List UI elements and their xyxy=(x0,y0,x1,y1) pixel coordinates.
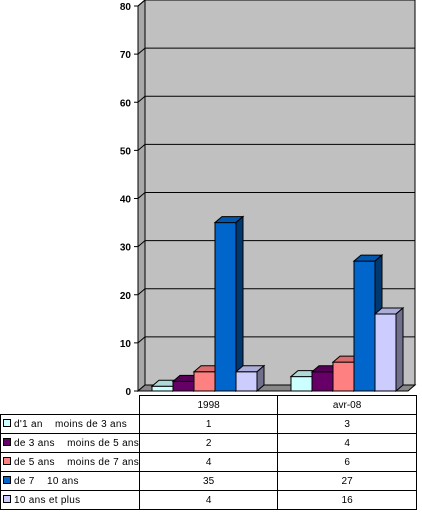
bar xyxy=(373,306,405,393)
legend-swatch-icon xyxy=(3,475,11,484)
gridline xyxy=(137,95,415,103)
table-corner xyxy=(0,395,141,415)
gridline xyxy=(137,0,415,7)
bar-side xyxy=(235,215,244,393)
series-label: d'1 an moins de 3 ans xyxy=(14,418,128,430)
gridline xyxy=(137,240,415,248)
bar-front xyxy=(374,313,397,392)
bar-side xyxy=(395,306,404,393)
gridline xyxy=(137,143,415,151)
gridline xyxy=(137,288,415,296)
table-cell: 4 xyxy=(139,490,279,510)
y-tick-label: 60 xyxy=(120,98,132,109)
table-header-row: 1998 avr-08 xyxy=(0,395,418,415)
y-axis: 0 10 20 30 40 50 60 70 80 xyxy=(120,2,139,395)
bar-side xyxy=(256,364,265,393)
table-cell: 3 xyxy=(277,414,418,434)
category-label: 1998 xyxy=(139,395,279,415)
data-table: 1998 avr-08 d'1 an moins de 3 ans 1 3 de… xyxy=(0,395,418,510)
bar-front xyxy=(172,380,195,392)
table-cell: 35 xyxy=(139,471,279,491)
bar-front xyxy=(353,260,376,392)
table-cell: 2 xyxy=(139,433,279,453)
legend-entry: de 7 10 ans xyxy=(0,471,141,491)
gridline xyxy=(137,336,415,344)
legend-swatch-icon xyxy=(3,494,11,503)
legend-swatch-icon xyxy=(3,456,11,465)
bar-front xyxy=(235,371,258,392)
bar-front xyxy=(214,222,237,392)
gridline xyxy=(137,47,415,55)
y-tick-label: 20 xyxy=(120,291,132,302)
table-row: d'1 an moins de 3 ans 1 3 xyxy=(0,414,418,434)
y-tick-label: 40 xyxy=(120,195,132,206)
table-cell: 4 xyxy=(139,452,279,472)
table-cell: 6 xyxy=(277,452,418,472)
table-cell: 4 xyxy=(277,433,418,453)
table-row: de 3 ans moins de 5 ans 2 4 xyxy=(0,433,418,453)
category-label: avr-08 xyxy=(277,395,418,415)
series-label: 10 ans et plus xyxy=(14,494,81,506)
bars xyxy=(150,215,405,393)
legend-swatch-icon xyxy=(3,437,11,446)
series-label: de 3 ans moins de 5 ans xyxy=(14,437,140,449)
series-label: de 7 10 ans xyxy=(14,475,79,487)
legend-entry: 10 ans et plus xyxy=(0,490,141,510)
bar-front xyxy=(311,371,334,392)
table-cell: 27 xyxy=(277,471,418,491)
legend-entry: de 3 ans moins de 5 ans xyxy=(0,433,141,453)
bar-front xyxy=(290,376,313,392)
gridlines xyxy=(137,0,415,344)
y-tick-label: 80 xyxy=(120,2,132,13)
table-row: de 5 ans moins de 7 ans 4 6 xyxy=(0,452,418,472)
series-label: de 5 ans moins de 7 ans xyxy=(14,456,140,468)
bar xyxy=(234,364,266,393)
y-tick-label: 50 xyxy=(120,146,132,157)
y-tick-label: 70 xyxy=(120,50,132,61)
table-row: de 7 10 ans 35 27 xyxy=(0,471,418,491)
legend-entry: d'1 an moins de 3 ans xyxy=(0,414,141,434)
bar-front xyxy=(193,371,216,392)
legend-entry: de 5 ans moins de 7 ans xyxy=(0,452,141,472)
table-row: 10 ans et plus 4 16 xyxy=(0,490,418,510)
y-tick-label: 0 xyxy=(125,387,131,395)
y-tick-label: 10 xyxy=(120,339,132,350)
gridline xyxy=(137,192,415,199)
bar-chart: 0 10 20 30 40 50 60 70 80 xyxy=(120,0,417,395)
table-cell: 1 xyxy=(139,414,279,434)
y-tick-label: 30 xyxy=(120,243,132,254)
legend-swatch-icon xyxy=(3,418,11,427)
bar-front xyxy=(151,385,174,392)
bar xyxy=(213,215,245,393)
bar-front xyxy=(332,361,355,392)
table-cell: 16 xyxy=(277,490,418,510)
